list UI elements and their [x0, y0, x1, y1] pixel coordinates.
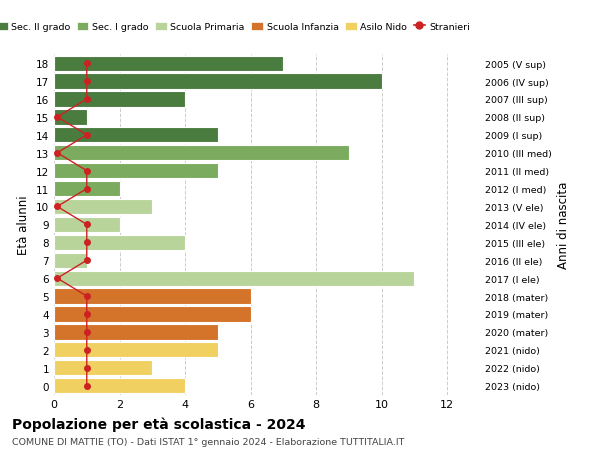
Bar	[54, 253, 87, 268]
Bar	[54, 110, 87, 125]
Point	[82, 78, 92, 85]
Point	[82, 364, 92, 372]
Point	[82, 239, 92, 246]
Point	[82, 293, 92, 300]
Bar	[54, 235, 185, 251]
Point	[82, 347, 92, 354]
Bar	[54, 360, 152, 375]
Bar	[54, 199, 152, 215]
Point	[82, 60, 92, 67]
Bar	[54, 56, 283, 72]
Bar	[54, 128, 218, 143]
Point	[82, 221, 92, 229]
Point	[52, 150, 62, 157]
Bar	[54, 342, 218, 358]
Bar	[54, 146, 349, 161]
Bar	[54, 92, 185, 107]
Point	[82, 257, 92, 264]
Y-axis label: Età alunni: Età alunni	[17, 195, 31, 255]
Bar	[54, 325, 218, 340]
Text: COMUNE DI MATTIE (TO) - Dati ISTAT 1° gennaio 2024 - Elaborazione TUTTITALIA.IT: COMUNE DI MATTIE (TO) - Dati ISTAT 1° ge…	[12, 437, 404, 446]
Point	[52, 114, 62, 121]
Point	[82, 96, 92, 103]
Bar	[54, 217, 119, 233]
Point	[52, 203, 62, 211]
Point	[82, 132, 92, 139]
Y-axis label: Anni di nascita: Anni di nascita	[557, 181, 570, 269]
Point	[82, 311, 92, 318]
Point	[82, 329, 92, 336]
Bar	[54, 182, 119, 197]
Bar	[54, 74, 382, 90]
Bar	[54, 289, 251, 304]
Bar	[54, 271, 415, 286]
Point	[82, 185, 92, 193]
Bar	[54, 378, 185, 393]
Point	[82, 382, 92, 390]
Legend: Sec. II grado, Sec. I grado, Scuola Primaria, Scuola Infanzia, Asilo Nido, Stran: Sec. II grado, Sec. I grado, Scuola Prim…	[0, 19, 473, 36]
Point	[82, 168, 92, 175]
Bar	[54, 164, 218, 179]
Bar	[54, 307, 251, 322]
Text: Popolazione per età scolastica - 2024: Popolazione per età scolastica - 2024	[12, 417, 305, 431]
Point	[52, 275, 62, 282]
